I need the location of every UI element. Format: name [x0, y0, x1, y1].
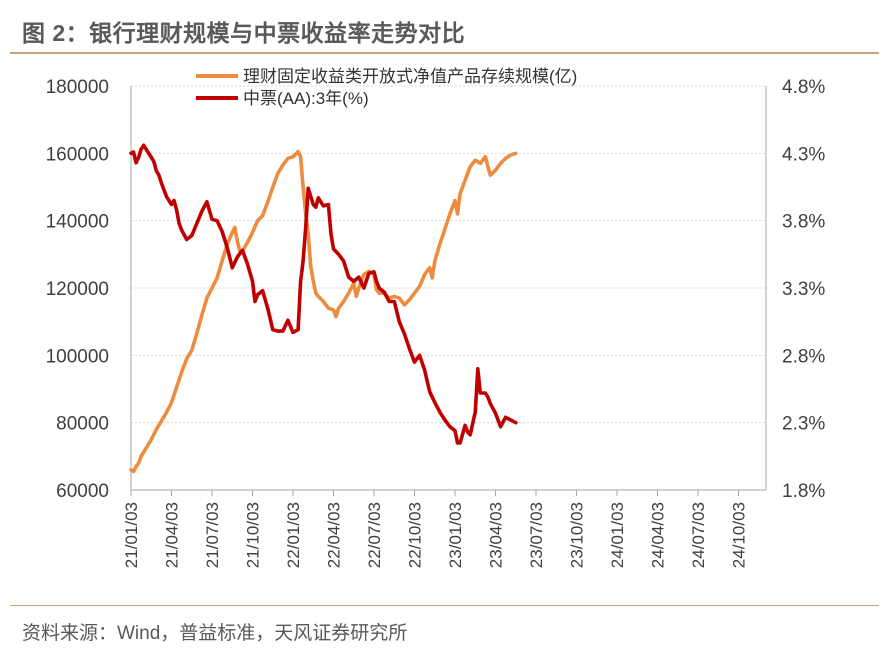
- y-right-tick-label: 3.8%: [782, 212, 825, 233]
- y-right-tick-label: 3.3%: [782, 279, 825, 300]
- x-tick-label: 23/07/03: [527, 502, 546, 568]
- x-tick-label: 23/04/03: [487, 502, 506, 568]
- y-left-tick-label: 160000: [46, 144, 109, 165]
- y-right-tick-label: 4.8%: [782, 77, 825, 98]
- y-left-tick-label: 80000: [56, 414, 109, 435]
- source-note: 资料来源：Wind，普益标准，天风证券研究所: [22, 623, 408, 644]
- y-left-tick-label: 180000: [46, 77, 109, 98]
- legend-label: 理财固定收益类开放式净值产品存续规模(亿): [243, 67, 577, 86]
- y-right-tick-label: 1.8%: [782, 481, 825, 502]
- wealth-scale-line: [129, 149, 518, 474]
- series-lines: [129, 143, 518, 474]
- mtn-yield-line: [129, 143, 518, 445]
- legend: 理财固定收益类开放式净值产品存续规模(亿) 中票(AA):3年(%): [196, 67, 577, 108]
- y-left-tick-label: 100000: [46, 346, 109, 367]
- x-tick-label: 24/01/03: [608, 502, 627, 568]
- x-tick-label: 24/10/03: [730, 502, 749, 568]
- source-divider: [10, 605, 879, 606]
- x-tick-label: 21/07/03: [203, 502, 222, 568]
- figure-title: 图 2：银行理财规模与中票收益率走势对比: [22, 20, 466, 46]
- x-tick-label: 21/01/03: [122, 502, 141, 568]
- y-right-tick-label: 2.8%: [782, 346, 825, 367]
- gridlines: [131, 85, 766, 424]
- x-tick-label: 21/04/03: [163, 502, 182, 568]
- title-divider: [10, 52, 879, 54]
- legend-label: 中票(AA):3年(%): [243, 89, 369, 108]
- x-tick-label: 23/01/03: [446, 502, 465, 568]
- x-tick-label: 24/04/03: [649, 502, 668, 568]
- x-tick-label: 22/04/03: [325, 502, 344, 568]
- y-right-tick-label: 4.3%: [782, 144, 825, 165]
- x-tick-label: 24/07/03: [689, 502, 708, 568]
- y-right-tick-label: 2.3%: [782, 414, 825, 435]
- y-left-tick-label: 120000: [46, 279, 109, 300]
- axes: 60000 80000 100000 120000 140000 160000 180000…: [46, 77, 826, 568]
- x-tick-label: 22/10/03: [406, 502, 425, 568]
- x-tick-label: 21/10/03: [244, 502, 263, 568]
- y-left-tick-label: 140000: [46, 212, 109, 233]
- y-left-tick-label: 60000: [56, 481, 109, 502]
- x-tick-label: 22/07/03: [365, 502, 384, 568]
- x-tick-label: 23/10/03: [568, 502, 587, 568]
- x-tick-label: 22/01/03: [284, 502, 303, 568]
